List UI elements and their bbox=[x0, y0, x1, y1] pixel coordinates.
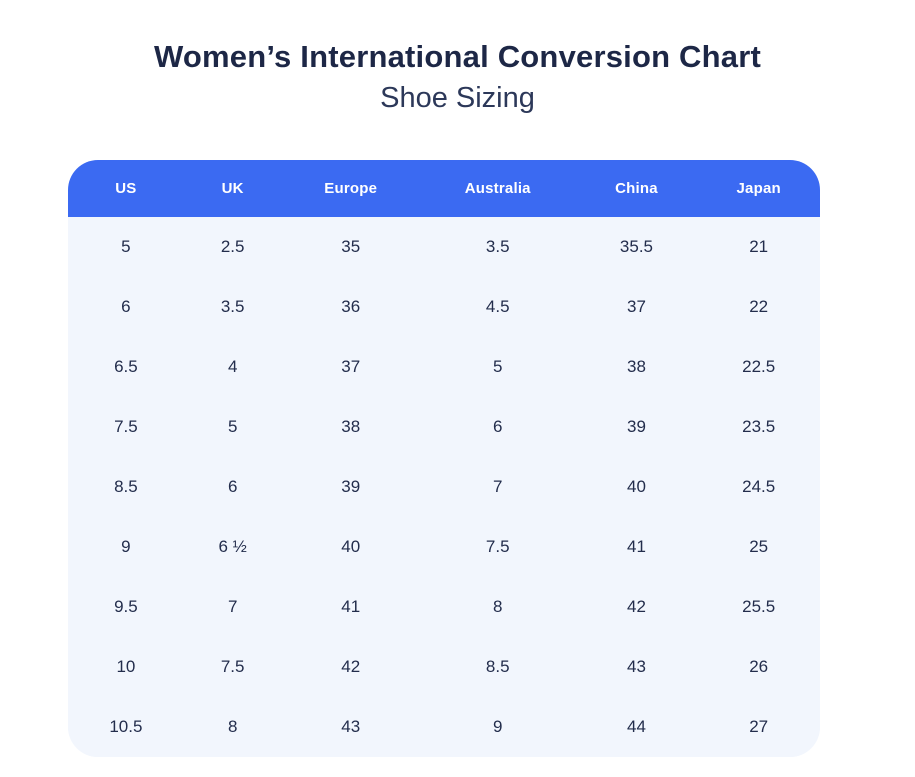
table-cell: 38 bbox=[575, 337, 698, 397]
header-cell-china: China bbox=[575, 160, 698, 217]
header-cell-us: US bbox=[68, 160, 184, 217]
table-cell: 44 bbox=[575, 697, 698, 757]
table-row: 6 3.5 36 4.5 37 22 bbox=[68, 277, 820, 337]
table-cell: 38 bbox=[281, 397, 420, 457]
table-row: 6.5 4 37 5 38 22.5 bbox=[68, 337, 820, 397]
table-row: 9.5 7 41 8 42 25.5 bbox=[68, 577, 820, 637]
table-cell: 6.5 bbox=[68, 337, 184, 397]
table-cell: 8 bbox=[183, 697, 282, 757]
table-row: 5 2.5 35 3.5 35.5 21 bbox=[68, 217, 820, 277]
table-cell: 37 bbox=[575, 277, 698, 337]
table-cell: 40 bbox=[575, 457, 698, 517]
table-cell: 4.5 bbox=[419, 277, 576, 337]
table-cell: 35.5 bbox=[575, 217, 698, 277]
table-cell: 22.5 bbox=[697, 337, 820, 397]
table-cell: 35 bbox=[281, 217, 420, 277]
table-cell: 39 bbox=[575, 397, 698, 457]
header-cell-uk: UK bbox=[183, 160, 282, 217]
table-cell: 21 bbox=[697, 217, 820, 277]
table-row: 7.5 5 38 6 39 23.5 bbox=[68, 397, 820, 457]
table-cell: 3.5 bbox=[419, 217, 576, 277]
table-header-row: US UK Europe Australia China Japan bbox=[68, 160, 820, 217]
table-cell: 40 bbox=[281, 517, 420, 577]
table-cell: 8.5 bbox=[68, 457, 184, 517]
page-subtitle: Shoe Sizing bbox=[380, 82, 535, 114]
table-cell: 6 bbox=[419, 397, 576, 457]
table-cell: 37 bbox=[281, 337, 420, 397]
table-row: 10 7.5 42 8.5 43 26 bbox=[68, 637, 820, 697]
table-cell: 6 bbox=[68, 277, 184, 337]
header-cell-japan: Japan bbox=[697, 160, 820, 217]
table-cell: 3.5 bbox=[183, 277, 282, 337]
table-cell: 6 bbox=[183, 457, 282, 517]
table-cell: 26 bbox=[697, 637, 820, 697]
table-cell: 25.5 bbox=[697, 577, 820, 637]
table-row: 10.5 8 43 9 44 27 bbox=[68, 697, 820, 757]
page-header: Women’s International Conversion Chart S… bbox=[0, 0, 915, 118]
table-cell: 5 bbox=[183, 397, 282, 457]
table-cell: 5 bbox=[68, 217, 184, 277]
table-cell: 8 bbox=[419, 577, 576, 637]
table-cell: 43 bbox=[281, 697, 420, 757]
table-cell: 24.5 bbox=[697, 457, 820, 517]
table-row: 9 6 ½ 40 7.5 41 25 bbox=[68, 517, 820, 577]
table-cell: 7.5 bbox=[68, 397, 184, 457]
table-cell: 5 bbox=[419, 337, 576, 397]
header-cell-australia: Australia bbox=[419, 160, 576, 217]
table-cell: 10 bbox=[68, 637, 184, 697]
page-title: Women’s International Conversion Chart bbox=[153, 39, 761, 74]
table-cell: 41 bbox=[281, 577, 420, 637]
table-cell: 10.5 bbox=[68, 697, 184, 757]
table-cell: 23.5 bbox=[697, 397, 820, 457]
table-cell: 2.5 bbox=[183, 217, 282, 277]
conversion-table: US UK Europe Australia China Japan 5 2.5… bbox=[68, 160, 820, 757]
table-cell: 9.5 bbox=[68, 577, 184, 637]
table-cell: 8.5 bbox=[419, 637, 576, 697]
table-cell: 25 bbox=[697, 517, 820, 577]
table-cell: 9 bbox=[68, 517, 184, 577]
table-cell: 36 bbox=[281, 277, 420, 337]
table-cell: 27 bbox=[697, 697, 820, 757]
table-cell: 39 bbox=[281, 457, 420, 517]
table-cell: 42 bbox=[281, 637, 420, 697]
table-cell: 7.5 bbox=[183, 637, 282, 697]
table-cell: 6 ½ bbox=[183, 517, 282, 577]
table-cell: 7.5 bbox=[419, 517, 576, 577]
table-cell: 9 bbox=[419, 697, 576, 757]
table-cell: 43 bbox=[575, 637, 698, 697]
table-cell: 42 bbox=[575, 577, 698, 637]
table-cell: 7 bbox=[183, 577, 282, 637]
table-cell: 22 bbox=[697, 277, 820, 337]
table-row: 8.5 6 39 7 40 24.5 bbox=[68, 457, 820, 517]
header-cell-europe: Europe bbox=[281, 160, 420, 217]
table-cell: 4 bbox=[183, 337, 282, 397]
table-cell: 41 bbox=[575, 517, 698, 577]
table-cell: 7 bbox=[419, 457, 576, 517]
conversion-table-container: US UK Europe Australia China Japan 5 2.5… bbox=[68, 160, 820, 757]
